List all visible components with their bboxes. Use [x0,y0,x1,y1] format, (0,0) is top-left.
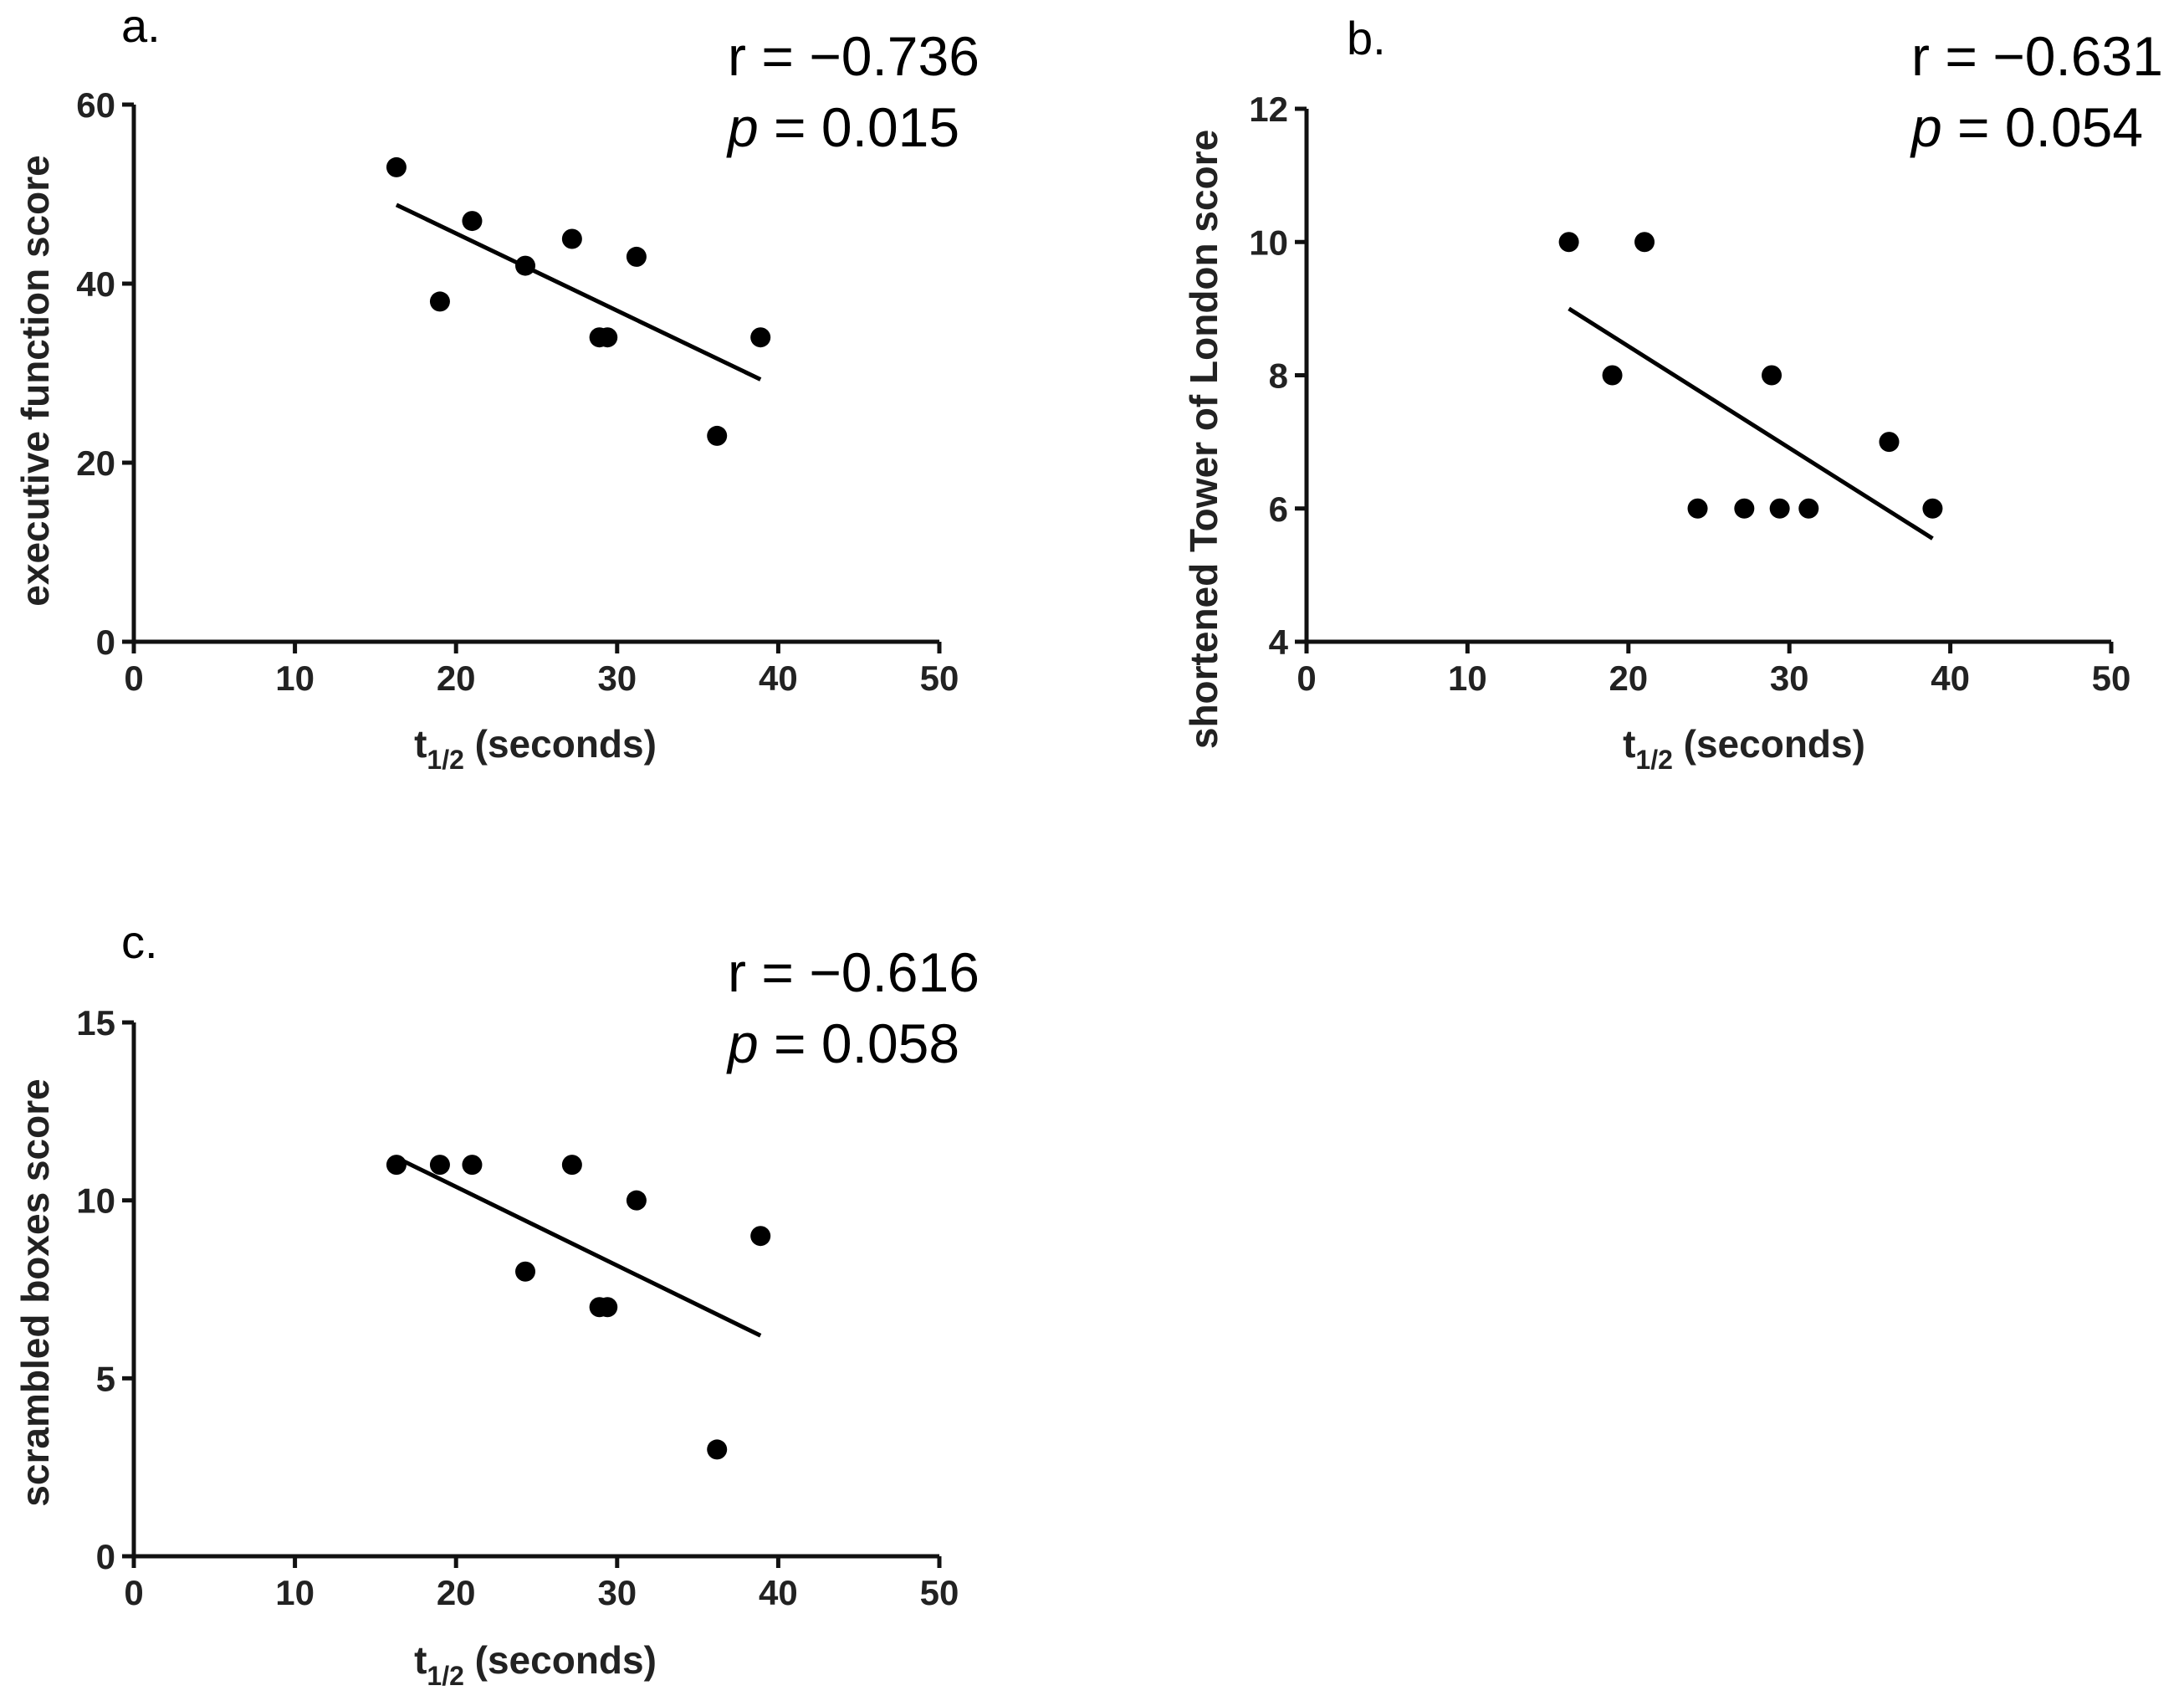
panel-b-y-tick-label: 10 [1249,223,1288,262]
panel-a-data-point [462,211,483,232]
panel-c-fit-line [395,1155,762,1338]
panel-c-data-point [386,1155,407,1176]
panel-a-y-tick-label: 40 [76,264,115,304]
panel-b-x-tick-label: 50 [2092,658,2131,698]
panel-b-data-point [1687,498,1708,519]
panel-a-data-point [750,327,771,348]
panel-c-x-tick-label: 0 [124,1573,143,1612]
panel-a-x-tick-label: 40 [759,658,798,698]
panel-b-fit-line [1568,306,1934,541]
panel-a-y-tick-label: 0 [96,623,115,662]
panel-b-x-tick-label: 40 [1931,658,1970,698]
panel-a-data-point [515,255,536,276]
panel-c-y-axis-label: scrambled boxes score [13,1078,57,1506]
panel-b-x-tick-label: 10 [1448,658,1487,698]
panel-b-y-tick-label: 8 [1269,356,1288,396]
panel-c-label: c. [121,915,158,968]
panel-b-data-point [1762,365,1782,386]
panel-b-data-point [1769,498,1790,519]
panel-a-data-point [429,291,450,312]
panel-c-x-tick-label: 10 [275,1573,315,1612]
panel-c-x-tick-label: 20 [437,1573,476,1612]
panel-a-x-tick-label: 50 [920,658,959,698]
panel-a-x-tick-label: 0 [124,658,143,698]
panel-b-data-point [1922,498,1943,519]
panel-b-y-tick-label: 12 [1249,90,1288,129]
panel-c-y-tick-label: 10 [76,1181,115,1221]
panel-c-data-point [707,1439,728,1460]
panel-b-data-point [1798,498,1819,519]
panel-c-y-tick-label: 5 [96,1359,115,1398]
panel-c-x-tick-label: 40 [759,1573,798,1612]
panel-b-data-point [1734,498,1755,519]
panel-a-data-point [386,156,407,177]
panel-a-x-tick-label: 30 [597,658,637,698]
panel-b-p-value: = 0.054 [1942,96,2143,158]
panel-a-y-tick-label: 20 [76,443,115,483]
panel-a-x-axis-label: t1/2 (seconds) [414,722,657,775]
panel-a-fit-line [395,202,762,382]
panel-c-x-tick-label: 30 [597,1573,637,1612]
panel-b-p-symbol: p [1910,96,1942,158]
panel-b-y-axis-label: shortened Tower of London score [1182,130,1225,749]
panel-c-p-stat: p = 0.058 [726,1012,959,1074]
panel-a-x-tick-label: 20 [437,658,476,698]
panel-a: a. r = −0.736 p = 0.015 0 10 20 30 40 50 0 20 40… [13,0,979,775]
panel-b-plot: 0 10 20 30 40 50 4 6 8 10 12 [1249,90,2130,698]
panel-a-plot: 0 10 20 30 40 50 0 20 40 60 [76,85,959,698]
panel-a-p-stat: p = 0.015 [726,96,959,158]
panel-b-p-stat: p = 0.054 [1910,96,2143,158]
panel-c-data-point [597,1297,618,1318]
panel-b-y-tick-label: 4 [1269,623,1289,662]
panel-b: b. r = −0.631 p = 0.054 0 10 20 30 40 50 4 6 8 10… [1182,12,2163,775]
panel-b-data-point [1558,232,1579,253]
panel-a-y-tick-label: 60 [76,85,115,125]
panel-b-r-stat: r = −0.631 [1911,25,2163,87]
panel-b-data-point [1634,232,1655,253]
panel-a-x-tick-label: 10 [275,658,315,698]
panel-a-data-point [626,246,647,267]
panel-b-data-point [1879,432,1900,453]
panel-a-p-value: = 0.015 [759,96,959,158]
panel-b-x-axis-label: t1/2 (seconds) [1623,722,1865,775]
panel-c-r-stat: r = −0.616 [728,941,979,1003]
panel-a-p-symbol: p [726,96,759,158]
panel-b-x-tick-label: 20 [1609,658,1648,698]
panel-c-x-axis-label: t1/2 (seconds) [414,1638,657,1691]
panel-b-x-tick-label: 30 [1770,658,1809,698]
panel-b-x-tick-label: 0 [1297,658,1316,698]
panel-c-data-point [429,1155,450,1176]
panel-b-y-tick-label: 6 [1269,489,1288,529]
panel-a-data-point [707,425,728,446]
panel-c-y-tick-label: 15 [76,1003,115,1043]
panel-a-r-stat: r = −0.736 [728,25,979,87]
panel-c-data-point [626,1190,647,1211]
panel-b-data-point [1602,365,1623,386]
panel-c-plot: 0 10 20 30 40 50 0 5 10 15 [76,1003,959,1612]
panel-c-data-point [561,1155,582,1176]
panel-a-label: a. [121,0,161,52]
panel-c-x-tick-label: 50 [920,1573,959,1612]
panel-a-data-point [561,228,582,249]
panel-c-p-value: = 0.058 [759,1012,959,1074]
panel-c: c. r = −0.616 p = 0.058 0 10 20 30 40 50 0 5 10 1… [13,915,979,1691]
panel-a-y-axis-label: executive function score [13,155,57,606]
panel-c-y-tick-label: 0 [96,1537,115,1576]
panel-c-data-point [462,1155,483,1176]
panel-c-p-symbol: p [726,1012,759,1074]
panel-a-data-point [597,327,618,348]
panel-b-label: b. [1347,12,1386,64]
panel-c-data-point [515,1261,536,1282]
panel-c-data-point [750,1226,771,1247]
